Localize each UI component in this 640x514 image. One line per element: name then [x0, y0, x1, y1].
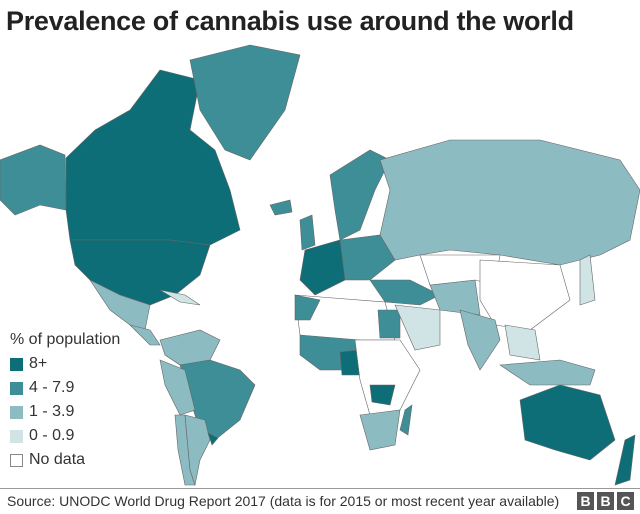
region-morocco [294, 294, 321, 321]
region-se-asia [504, 324, 541, 361]
region-uk [299, 214, 316, 251]
region-indonesia [499, 359, 596, 386]
source-note: Source: UNODC World Drug Report 2017 (da… [7, 493, 560, 509]
legend-item: 4 - 7.9 [10, 376, 120, 400]
region-southern-africa [359, 409, 401, 451]
legend-label: 1 - 3.9 [29, 403, 75, 420]
region-peru-bolivia [159, 359, 196, 416]
legend-item: 8+ [10, 352, 120, 376]
legend-label: 0 - 0.9 [29, 427, 75, 444]
bbc-logo: B B C [577, 492, 634, 510]
region-central-america [129, 324, 161, 346]
legend-title: % of population [10, 331, 121, 348]
region-madagascar [399, 404, 413, 436]
region-colombia-venezuela [159, 329, 221, 366]
legend-swatch [10, 429, 23, 443]
region-usa [69, 239, 211, 306]
region-japan [579, 254, 596, 306]
legend: % of population 8+ 4 - 7.9 1 - 3.9 0 - 0.9 N… [10, 331, 120, 472]
region-new-zealand [614, 434, 636, 486]
region-egypt [377, 309, 401, 339]
region-argentina [184, 414, 211, 487]
legend-swatch [10, 405, 23, 419]
region-arabia [394, 304, 441, 351]
legend-item: 1 - 3.9 [10, 400, 120, 424]
bbc-logo-letter: B [577, 492, 594, 510]
legend-item: No data [10, 448, 120, 472]
region-central-europe [339, 234, 396, 281]
region-caribbean [159, 289, 201, 306]
region-greenland [189, 44, 301, 161]
region-india [459, 309, 501, 371]
region-zambia [369, 384, 396, 406]
region-alaska [0, 144, 67, 216]
footer: Source: UNODC World Drug Report 2017 (da… [0, 488, 640, 514]
bbc-logo-letter: C [617, 492, 634, 510]
legend-swatch [10, 381, 23, 395]
region-turkey-mideast [369, 279, 441, 306]
region-russia [379, 139, 640, 266]
legend-label: 4 - 7.9 [29, 379, 75, 396]
bbc-logo-letter: B [597, 492, 614, 510]
map-title: Prevalence of cannabis use around the wo… [6, 6, 574, 36]
legend-item: 0 - 0.9 [10, 424, 120, 448]
legend-label: No data [29, 451, 86, 468]
legend-label: 8+ [29, 355, 48, 372]
legend-swatch [10, 453, 23, 467]
legend-swatch [10, 357, 23, 371]
region-uruguay [207, 432, 219, 446]
region-scandinavia [329, 149, 391, 241]
region-australia [519, 384, 616, 461]
world-map [0, 44, 640, 487]
region-iceland [269, 199, 293, 216]
